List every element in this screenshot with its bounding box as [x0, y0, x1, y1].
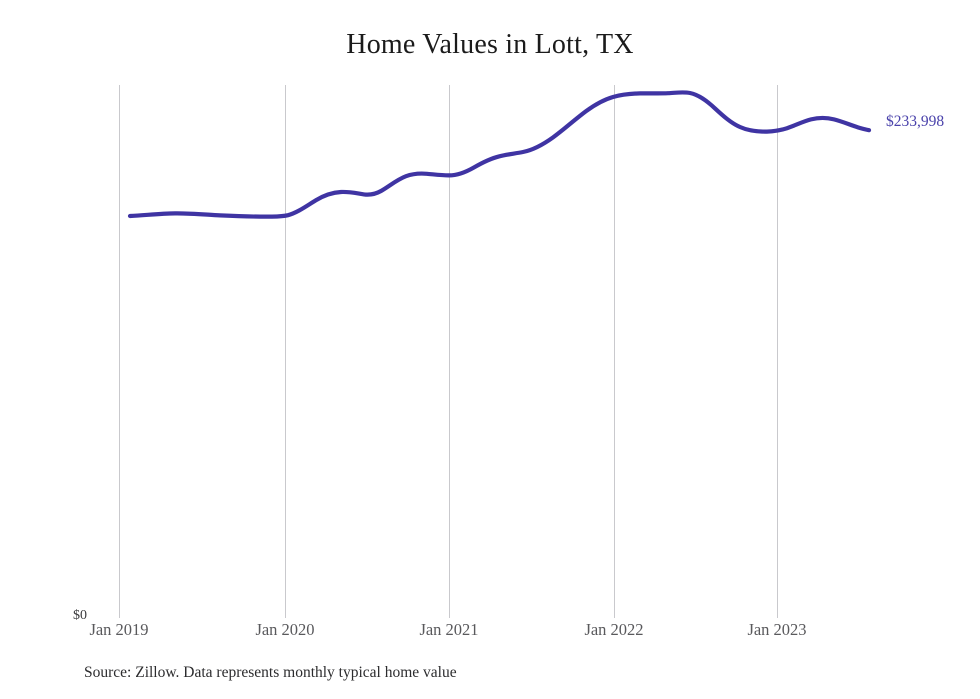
- x-tick-label-jan-2023: Jan 2023: [747, 620, 807, 639]
- series-typical-home-value: [127, 90, 872, 219]
- x-tick-label-jan-2019: Jan 2019: [89, 620, 149, 639]
- x-tick-label-jan-2022: Jan 2022: [584, 620, 644, 639]
- x-tick-label-jan-2020: Jan 2020: [255, 620, 315, 639]
- y-axis-zero-label: $0: [73, 608, 87, 623]
- series-end-value-label: $233,998: [886, 113, 945, 130]
- series-line-path: [127, 90, 872, 219]
- chart-title: Home Values in Lott, TX: [346, 29, 634, 60]
- gridlines: [119, 85, 778, 618]
- source-note: Source: Zillow. Data represents monthly …: [84, 664, 457, 681]
- x-tick-label-jan-2021: Jan 2021: [419, 620, 479, 639]
